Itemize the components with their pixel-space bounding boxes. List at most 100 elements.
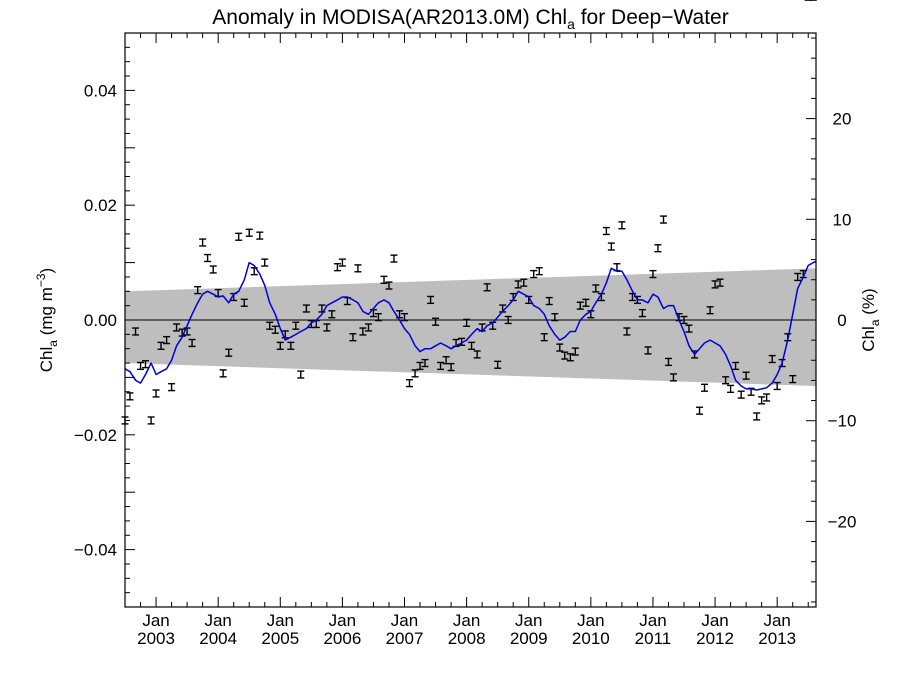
data-point [132,327,140,336]
data-point [545,296,553,306]
data-point [701,383,709,392]
data-point [141,360,149,369]
data-point [628,292,636,302]
data-point [323,323,331,332]
x-tick-label-month: Jan [701,611,728,630]
data-point [732,361,740,371]
data-point [374,312,382,322]
data-point [447,362,455,372]
data-point [463,318,471,328]
data-point [576,301,584,310]
data-point [540,333,548,342]
data-point [706,306,714,315]
data-point [349,333,357,342]
data-point [680,315,688,325]
data-point [520,278,528,287]
y-axis-label: Chla (mg m−3) [34,268,60,372]
confidence-band [125,268,816,387]
data-point [152,389,160,398]
data-point [292,321,300,330]
data-point [644,346,652,355]
data-point [427,295,435,305]
y2-tick-label: 0 [837,311,846,330]
data-point [551,312,559,322]
data-point [660,215,668,224]
data-point [758,396,766,405]
data-point [696,406,704,415]
data-point [183,327,191,336]
data-point [168,383,176,392]
data-point [219,369,227,378]
data-point [405,378,413,388]
data-point [271,325,279,334]
data-point [194,286,202,295]
data-point [773,381,781,391]
data-point [514,280,522,289]
data-point [147,416,155,425]
data-point [753,412,761,421]
data-point [602,226,610,236]
data-point [261,258,269,267]
data-point [504,315,512,325]
y-tick-label: 0.02 [84,196,117,215]
data-point [235,232,243,241]
data-point [742,371,750,380]
data-point [302,304,310,313]
running-mean-line [124,260,817,391]
data-point [716,278,724,287]
y2-axis-label: Chla (%) [859,288,882,351]
data-point [737,390,745,399]
data-point [535,267,543,276]
data-point [789,374,797,384]
data-point [163,335,171,345]
data-point [328,310,336,319]
x-tick-label-month: Jan [329,611,356,630]
data-point [768,354,776,364]
data-points-layer [121,0,817,425]
y-tick-label: −0.04 [74,541,117,560]
data-point [483,283,491,292]
x-tick-label-year: 2007 [386,629,424,648]
y-tick-label: 0.00 [84,311,117,330]
data-point [333,263,341,272]
data-point [727,384,735,394]
data-point [618,221,626,230]
data-point [571,347,579,356]
confidence-band-layer [125,268,816,387]
data-point [225,348,233,357]
data-point [338,258,346,267]
x-tick-label-year: 2005 [261,629,299,648]
data-point [204,253,212,263]
x-tick-label-month: Jan [142,611,169,630]
data-point [359,327,367,336]
x-tick-label-year: 2003 [137,629,175,648]
data-point [209,265,217,274]
x-tick-label-month: Jan [763,611,790,630]
data-point [354,264,362,273]
data-point [685,324,693,333]
data-point [432,317,440,326]
data-point [561,351,569,360]
data-point [188,338,196,348]
x-tick-label-year: 2013 [758,629,796,648]
data-point [607,242,615,251]
x-tick-label-month: Jan [639,611,666,630]
y2-tick-label: 10 [833,210,852,229]
data-point [199,238,207,247]
data-point [380,275,388,284]
data-point [401,312,409,322]
x-tick-label-year: 2011 [635,629,672,648]
x-tick-label-month: Jan [577,611,604,630]
data-point [437,361,445,371]
labels-layer: 0.040.020.00−0.02−0.0420100−10−20Jan2003… [34,6,882,648]
x-tick-label-year: 2010 [572,629,610,648]
data-point [669,373,677,382]
data-point [556,343,564,352]
y2-tick-label: 20 [833,110,852,129]
x-tick-label-month: Jan [515,611,542,630]
data-point [468,341,476,350]
data-point [266,321,274,330]
data-point [473,350,481,359]
data-point [530,269,538,279]
